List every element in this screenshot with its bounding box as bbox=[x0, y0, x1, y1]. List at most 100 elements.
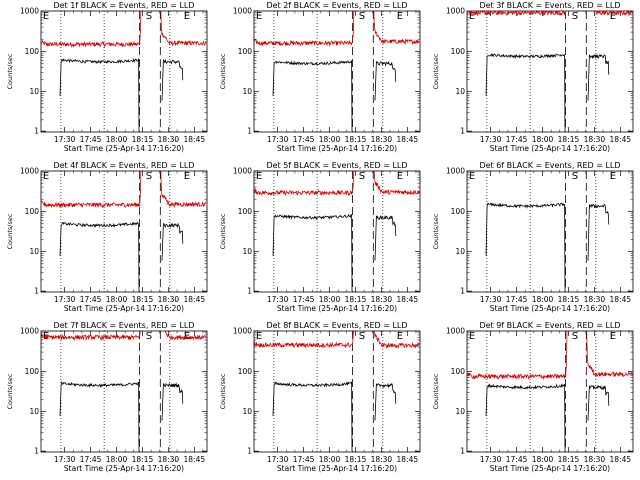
event-marker-label: E bbox=[43, 171, 49, 182]
series-line-lld bbox=[41, 11, 207, 49]
y-tick-label: 1000 bbox=[20, 327, 39, 336]
series-line-events bbox=[59, 221, 140, 292]
detector-panel: Det 2f BLACK = Events, RED = LLD 1 10 100 10… bbox=[213, 0, 426, 160]
series-line-events bbox=[374, 60, 397, 101]
x-tick-label: 17:45 bbox=[506, 135, 528, 144]
series-line-events bbox=[272, 60, 353, 132]
series-line-lld bbox=[254, 331, 420, 349]
chart-svg: Det 8f BLACK = Events, RED = LLD 1 10 100 10… bbox=[219, 321, 421, 473]
x-tick-label: 18:45 bbox=[184, 295, 206, 304]
event-marker-label: S bbox=[359, 171, 365, 182]
chart-title: Det 3f BLACK = Events, RED = LLD bbox=[479, 1, 620, 10]
x-tick-label: 18:30 bbox=[371, 135, 393, 144]
x-axis-label: Start Time (25-Apr-14 17:16:20) bbox=[277, 304, 397, 313]
chart-title: Det 9f BLACK = Events, RED = LLD bbox=[479, 321, 620, 330]
y-tick-label: 1 bbox=[34, 127, 39, 136]
chart-svg: Det 9f BLACK = Events, RED = LLD 1 10 100 10… bbox=[432, 321, 634, 473]
x-axis-label: Start Time (25-Apr-14 17:16:20) bbox=[490, 464, 610, 473]
series-line-lld bbox=[467, 331, 633, 381]
chart-title: Det 7f BLACK = Events, RED = LLD bbox=[53, 321, 194, 330]
x-tick-label: 17:30 bbox=[54, 135, 76, 144]
event-marker-label: E bbox=[610, 11, 616, 22]
x-tick-label: 17:45 bbox=[293, 135, 315, 144]
series-line-events bbox=[485, 53, 566, 132]
detector-panel: Det 5f BLACK = Events, RED = LLD 1 10 100 10… bbox=[213, 160, 426, 320]
x-tick-label: 18:45 bbox=[397, 135, 419, 144]
x-tick-label: 17:30 bbox=[267, 295, 289, 304]
y-axis-label: Counts/sec bbox=[219, 213, 227, 249]
detector-panel: Det 6f BLACK = Events, RED = LLD 1 10 100 10… bbox=[426, 160, 639, 320]
event-marker-label: E bbox=[397, 11, 403, 22]
x-tick-label: 18:30 bbox=[371, 295, 393, 304]
series-line-events bbox=[161, 222, 184, 261]
x-tick-label: 18:00 bbox=[319, 135, 341, 144]
x-tick-label: 17:30 bbox=[480, 295, 502, 304]
y-tick-label: 10 bbox=[29, 407, 39, 416]
chart-svg: Det 5f BLACK = Events, RED = LLD 1 10 100 10… bbox=[219, 161, 421, 313]
chart-title: Det 6f BLACK = Events, RED = LLD bbox=[479, 161, 620, 170]
y-axis-label: Counts/sec bbox=[432, 373, 440, 409]
x-tick-label: 17:45 bbox=[293, 455, 315, 464]
event-marker-label: E bbox=[184, 171, 190, 182]
y-tick-label: 100 bbox=[25, 367, 40, 376]
x-tick-label: 18:00 bbox=[106, 135, 128, 144]
series-line-events bbox=[587, 53, 610, 101]
x-tick-label: 18:30 bbox=[584, 135, 606, 144]
chart-svg: Det 7f BLACK = Events, RED = LLD 1 10 100 10… bbox=[6, 321, 208, 473]
chart-title: Det 2f BLACK = Events, RED = LLD bbox=[266, 1, 407, 10]
x-tick-label: 18:45 bbox=[610, 295, 632, 304]
event-marker-label: E bbox=[184, 11, 190, 22]
y-tick-label: 100 bbox=[238, 207, 253, 216]
x-tick-label: 17:45 bbox=[293, 295, 315, 304]
chart-title: Det 8f BLACK = Events, RED = LLD bbox=[266, 321, 407, 330]
x-axis-label: Start Time (25-Apr-14 17:16:20) bbox=[277, 144, 397, 153]
y-axis-label: Counts/sec bbox=[6, 373, 14, 409]
y-tick-label: 1000 bbox=[446, 7, 465, 16]
series-line-events bbox=[374, 215, 397, 261]
x-tick-label: 18:30 bbox=[158, 295, 180, 304]
x-tick-label: 18:00 bbox=[532, 295, 554, 304]
y-tick-label: 10 bbox=[29, 247, 39, 256]
event-marker-label: S bbox=[359, 331, 365, 342]
event-marker-label: E bbox=[256, 171, 262, 182]
x-tick-label: 18:00 bbox=[319, 295, 341, 304]
x-tick-label: 18:00 bbox=[532, 455, 554, 464]
y-tick-label: 1000 bbox=[233, 7, 252, 16]
detector-panel: Det 3f BLACK = Events, RED = LLD 1 10 100 10… bbox=[426, 0, 639, 160]
x-axis-label: Start Time (25-Apr-14 17:16:20) bbox=[64, 464, 184, 473]
detector-panel: Det 9f BLACK = Events, RED = LLD 1 10 100 10… bbox=[426, 320, 639, 480]
event-marker-label: S bbox=[572, 331, 578, 342]
chart-svg: Det 2f BLACK = Events, RED = LLD 1 10 100 10… bbox=[219, 1, 421, 153]
x-tick-label: 17:45 bbox=[506, 455, 528, 464]
x-tick-label: 18:00 bbox=[532, 135, 554, 144]
x-tick-label: 18:00 bbox=[106, 455, 128, 464]
x-tick-label: 18:15 bbox=[132, 135, 154, 144]
plot-frame bbox=[466, 170, 634, 293]
y-axis-label: Counts/sec bbox=[219, 53, 227, 89]
event-marker-label: S bbox=[359, 11, 365, 22]
plot-frame bbox=[466, 10, 634, 133]
y-axis-label: Counts/sec bbox=[219, 373, 227, 409]
y-tick-label: 100 bbox=[25, 207, 40, 216]
detector-panel: Det 8f BLACK = Events, RED = LLD 1 10 100 10… bbox=[213, 320, 426, 480]
x-tick-label: 18:15 bbox=[558, 135, 580, 144]
y-tick-label: 100 bbox=[451, 367, 466, 376]
chart-svg: Det 6f BLACK = Events, RED = LLD 1 10 100 10… bbox=[432, 161, 634, 313]
plot-frame bbox=[253, 330, 421, 453]
y-tick-label: 1 bbox=[247, 287, 252, 296]
x-tick-label: 18:45 bbox=[610, 455, 632, 464]
x-tick-label: 18:45 bbox=[184, 135, 206, 144]
x-tick-label: 18:30 bbox=[371, 455, 393, 464]
x-tick-label: 17:45 bbox=[80, 135, 102, 144]
event-marker-label: S bbox=[572, 171, 578, 182]
y-tick-label: 1 bbox=[247, 127, 252, 136]
series-line-lld bbox=[467, 11, 633, 17]
event-marker-label: E bbox=[469, 11, 475, 22]
x-tick-label: 18:45 bbox=[184, 455, 206, 464]
series-line-events bbox=[161, 382, 184, 421]
y-tick-label: 10 bbox=[455, 247, 465, 256]
x-tick-label: 18:15 bbox=[345, 135, 367, 144]
event-marker-label: E bbox=[469, 171, 475, 182]
series-line-lld bbox=[41, 331, 207, 341]
y-axis-label: Counts/sec bbox=[6, 53, 14, 89]
